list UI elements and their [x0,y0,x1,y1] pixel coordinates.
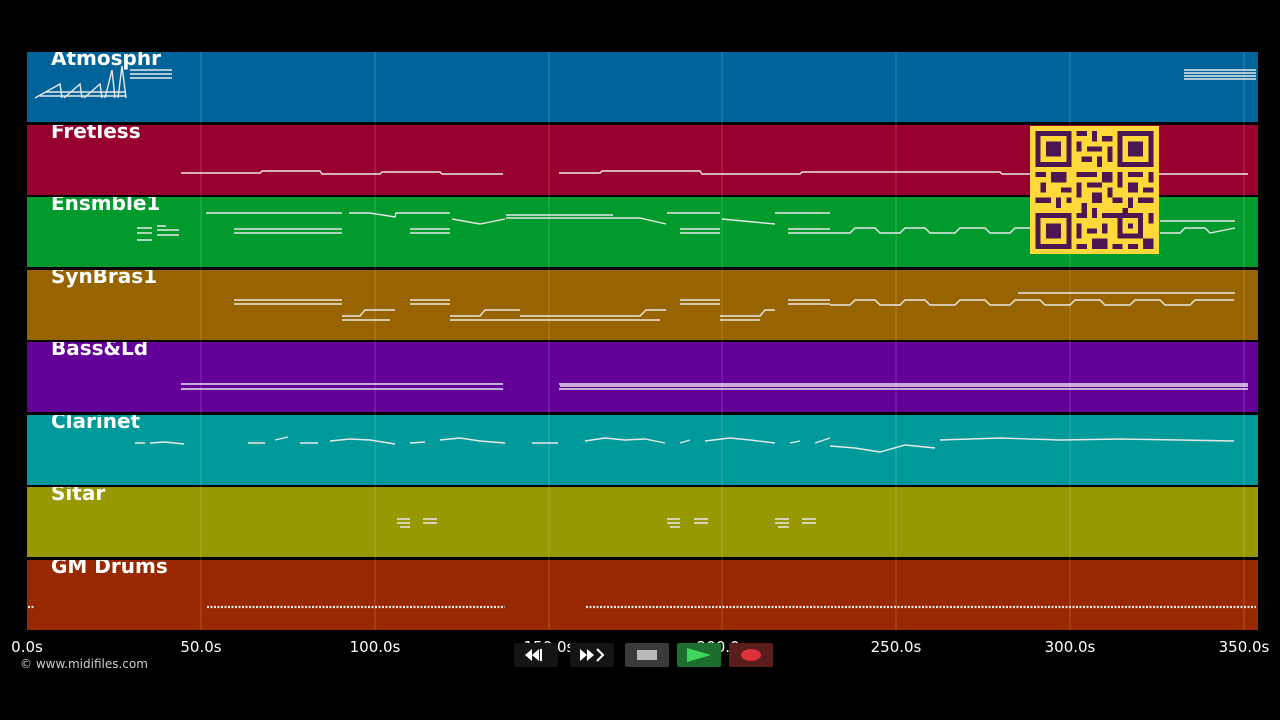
play-button[interactable] [677,643,721,667]
track-gm-drums[interactable]: GM Drums [27,560,1258,630]
tick-label: 350.0s [1218,638,1270,656]
tick-label: 100.0s [349,638,401,656]
track-sitar[interactable]: Sitar [27,487,1258,557]
tick-label: 250.0s [870,638,922,656]
note-line [342,309,775,321]
track-label: Fretless [51,125,141,143]
track-bass-ld[interactable]: Bass&Ld [27,342,1258,412]
qr-code-icon [1030,126,1159,254]
note-line [135,436,1235,453]
track-label: Atmosphr [51,52,161,70]
note-line [206,212,1235,225]
track-label: GM Drums [51,560,168,578]
copyright-text: © www.midifiles.com [20,657,148,671]
track-label: SynBras1 [51,270,158,288]
note-cluster [1184,69,1256,80]
note-line [181,170,503,175]
note-line [181,383,1248,390]
rewind-icon [525,649,542,661]
note-line [830,227,1236,234]
record-button[interactable] [729,643,773,667]
fast-forward-button[interactable] [570,643,614,667]
rewind-button[interactable] [514,643,558,667]
note-cluster [34,65,172,99]
track-label: Ensmble1 [51,197,161,215]
fast-forward-icon [580,648,605,662]
play-icon [687,648,711,662]
note-cluster [234,299,830,305]
note-cluster [137,225,830,241]
note-line [830,292,1235,306]
note-line [559,170,1248,175]
tick-label: 50.0s [180,638,222,656]
stop-icon [637,650,657,660]
tick-label: 300.0s [1044,638,1096,656]
stop-button[interactable] [625,643,669,667]
tick-label: 0.0s [11,638,43,656]
track-label: Sitar [51,487,106,505]
record-icon [741,649,761,661]
note-cluster [397,518,816,528]
track-clarinet[interactable]: Clarinet [27,415,1258,485]
track-label: Bass&Ld [51,342,149,360]
track-label: Clarinet [51,415,141,433]
track-atmosphr[interactable]: Atmosphr [27,52,1258,122]
